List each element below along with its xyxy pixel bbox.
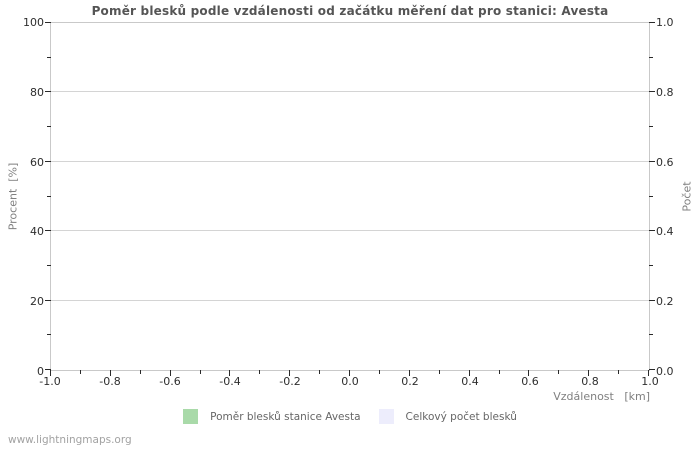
x-tick-label: 1.0 (641, 375, 659, 388)
y-tick-minor-left (47, 195, 51, 197)
y-tick-label-right: 1.0 (656, 16, 674, 29)
x-tick-label: -0.8 (99, 375, 121, 388)
chart-title: Poměr blesků podle vzdálenosti od začátk… (91, 4, 609, 18)
legend-label-ratio: Poměr blesků stanice Avesta (210, 410, 361, 423)
y-tick-major-left (45, 91, 51, 93)
x-tick-label: -0.4 (219, 375, 241, 388)
y-tick-major-left (45, 230, 51, 232)
y-axis-title-left: Procent [%] (6, 162, 20, 231)
legend-swatch-ratio-icon (183, 409, 199, 424)
y-tick-major-left (45, 369, 51, 370)
x-tick-label: 0.4 (461, 375, 479, 388)
y-tick-label-right: 0.8 (656, 85, 674, 99)
y-tick-minor-left (47, 56, 51, 58)
x-tick-minor (618, 370, 620, 374)
y-tick-major-right (649, 299, 655, 301)
y-tick-minor-right (649, 126, 653, 128)
y-tick-label-right: 0.6 (656, 155, 674, 169)
y-tick-major-left (45, 299, 51, 301)
y-axis-title-right: Počet (680, 181, 694, 212)
legend-swatch-total-icon (378, 409, 394, 424)
y-axis-right-labels: 0.0 0.2 0.4 0.6 0.8 1.0 (656, 17, 700, 377)
x-tick-major (648, 370, 649, 376)
x-tick-minor (558, 370, 560, 374)
x-tick-major (528, 370, 530, 376)
y-tick-label-left: 60 (30, 155, 44, 169)
x-tick-major (50, 370, 51, 376)
legend-item-total: Celkový počet blesků (378, 409, 517, 424)
x-tick-major (109, 370, 111, 376)
x-tick-major (588, 370, 590, 376)
x-tick-minor (79, 370, 81, 374)
x-tick-label: -1.0 (39, 375, 61, 388)
watermark: www.lightningmaps.org (8, 434, 132, 446)
x-tick-major (169, 370, 171, 376)
x-tick-major (229, 370, 231, 376)
plot-area (45, 22, 655, 376)
y-tick-major-right (649, 22, 655, 23)
y-tick-minor-right (649, 264, 653, 266)
x-tick-major (468, 370, 470, 376)
x-tick-major (289, 370, 291, 376)
y-tick-minor-right (649, 195, 653, 197)
y-tick-major-right (649, 369, 655, 370)
x-tick-label: 0.8 (581, 375, 599, 388)
x-tick-minor (378, 370, 380, 374)
y-tick-label-left: 40 (30, 225, 44, 239)
y-tick-minor-right (649, 334, 653, 336)
y-tick-minor-left (47, 334, 51, 336)
gridline (51, 299, 649, 301)
x-axis-title: Vzdálenost [km] (553, 390, 650, 403)
legend-item-ratio: Poměr blesků stanice Avesta (183, 409, 361, 424)
y-tick-label-left: 0 (37, 365, 44, 378)
x-tick-minor (199, 370, 201, 374)
y-tick-major-left (45, 22, 51, 23)
x-tick-label: -0.2 (279, 375, 301, 388)
x-tick-label: 0.2 (401, 375, 419, 388)
x-tick-label: 0.6 (521, 375, 539, 388)
y-tick-label-right: 0.0 (656, 365, 674, 378)
y-tick-minor-left (47, 264, 51, 266)
y-tick-major-left (45, 160, 51, 162)
y-tick-label-right: 0.4 (656, 225, 674, 239)
y-tick-minor-right (649, 56, 653, 58)
gridline (51, 91, 649, 93)
x-tick-minor (438, 370, 440, 374)
x-tick-minor (139, 370, 141, 374)
y-tick-minor-left (47, 126, 51, 128)
y-tick-major-right (649, 160, 655, 162)
x-tick-minor (259, 370, 261, 374)
x-tick-major (349, 370, 350, 376)
y-tick-label-left: 20 (30, 295, 44, 309)
legend: Poměr blesků stanice Avesta Celkový poče… (0, 409, 700, 424)
x-tick-label: 0.0 (341, 375, 359, 388)
x-tick-minor (319, 370, 321, 374)
x-tick-label: -0.6 (159, 375, 181, 388)
y-tick-label-left: 100 (23, 16, 44, 29)
legend-label-total: Celkový počet blesků (405, 410, 517, 423)
x-tick-minor (498, 370, 500, 374)
y-axis-left-labels: 0 20 40 60 80 100 (0, 17, 44, 377)
y-tick-major-right (649, 230, 655, 232)
y-tick-label-left: 80 (30, 85, 44, 99)
gridline (51, 230, 649, 232)
y-tick-label-right: 0.2 (656, 295, 674, 309)
x-tick-major (408, 370, 410, 376)
x-axis-labels: -1.0 -0.8 -0.6 -0.4 -0.2 0.0 0.2 0.4 0.6 0.8 1.0 (39, 375, 658, 390)
gridline (51, 160, 649, 162)
y-tick-major-right (649, 91, 655, 93)
